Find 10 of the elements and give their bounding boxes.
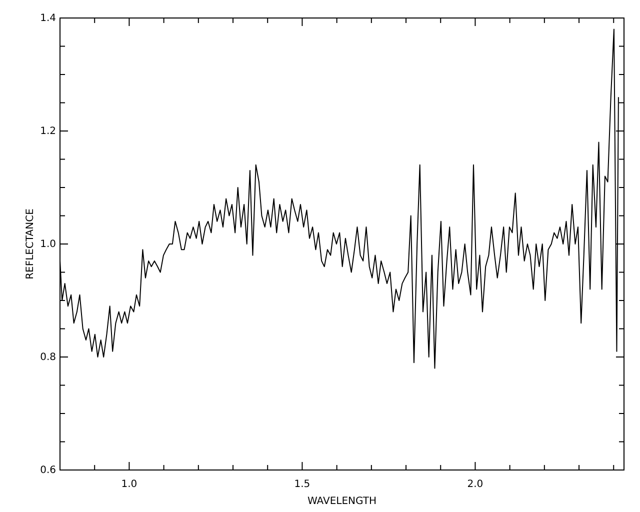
- y-tick-label: 0.6: [40, 465, 56, 476]
- y-tick-label: 1.2: [40, 126, 56, 138]
- y-axis-title: REFLECTANCE: [25, 208, 36, 280]
- x-tick-label: 1.5: [294, 479, 310, 490]
- x-tick-label: 2.0: [467, 479, 484, 490]
- y-tick-label: 0.8: [40, 352, 56, 364]
- y-tick-label: 1.0: [40, 239, 56, 250]
- y-tick-label: 1.4: [40, 13, 56, 24]
- x-tick-label: 1.0: [121, 479, 138, 490]
- x-axis-title: WAVELENGTH: [307, 496, 377, 507]
